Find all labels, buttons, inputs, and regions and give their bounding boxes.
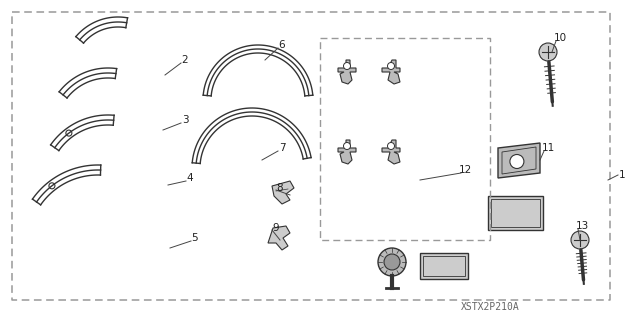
- Text: 3: 3: [182, 115, 188, 125]
- Circle shape: [384, 254, 400, 270]
- Circle shape: [571, 231, 589, 249]
- Circle shape: [344, 63, 351, 70]
- Text: XSTX2P210A: XSTX2P210A: [461, 302, 520, 312]
- Polygon shape: [338, 140, 356, 164]
- Text: 9: 9: [273, 223, 279, 233]
- Polygon shape: [268, 226, 290, 250]
- Bar: [488, 196, 543, 230]
- Circle shape: [510, 154, 524, 168]
- Circle shape: [539, 43, 557, 61]
- Text: 8: 8: [276, 183, 284, 193]
- Text: 1: 1: [619, 170, 625, 180]
- Text: 10: 10: [554, 33, 566, 43]
- Polygon shape: [338, 60, 356, 84]
- Text: 6: 6: [278, 40, 285, 50]
- Text: 12: 12: [458, 165, 472, 175]
- Polygon shape: [272, 181, 294, 204]
- Circle shape: [387, 143, 394, 150]
- Circle shape: [378, 248, 406, 276]
- Polygon shape: [382, 140, 400, 164]
- Text: 5: 5: [192, 233, 198, 243]
- Text: 13: 13: [575, 221, 589, 231]
- Bar: [491, 199, 540, 227]
- Circle shape: [387, 63, 394, 70]
- Polygon shape: [382, 60, 400, 84]
- Text: 11: 11: [541, 143, 555, 153]
- Text: 4: 4: [187, 173, 193, 183]
- Text: 2: 2: [182, 55, 188, 65]
- Bar: [423, 256, 465, 276]
- Circle shape: [344, 143, 351, 150]
- Text: 7: 7: [278, 143, 285, 153]
- Circle shape: [49, 183, 55, 189]
- Bar: [420, 253, 468, 279]
- Circle shape: [66, 130, 72, 136]
- Polygon shape: [498, 143, 540, 178]
